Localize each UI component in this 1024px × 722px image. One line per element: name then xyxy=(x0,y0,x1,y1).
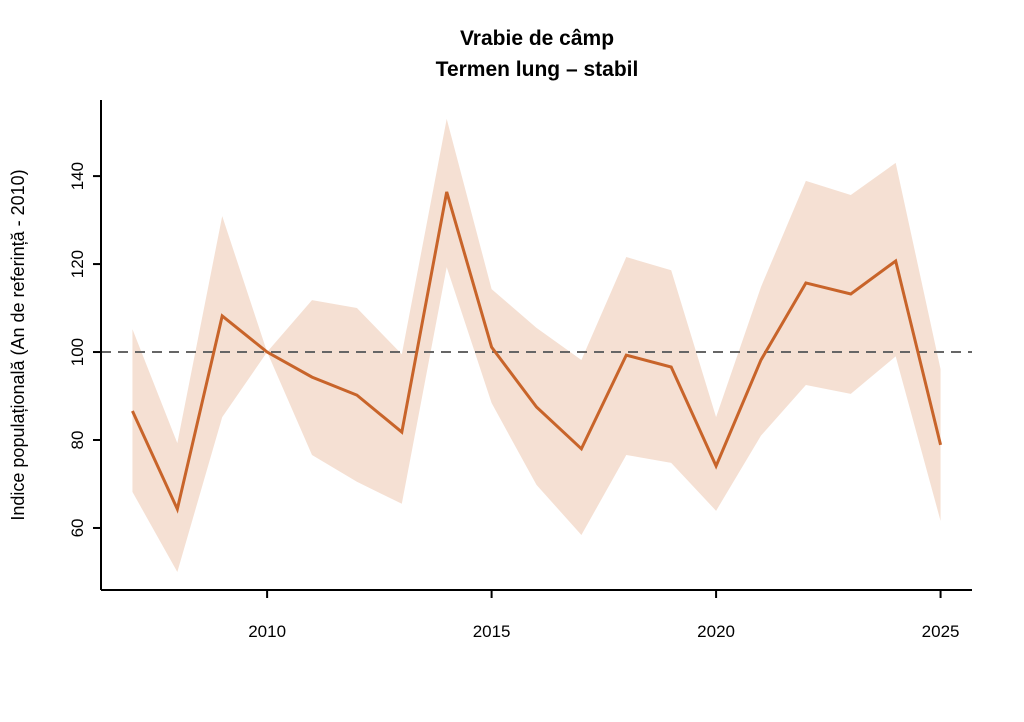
chart-subtitle: Termen lung – stabil xyxy=(436,58,639,81)
y-tick-label: 140 xyxy=(68,162,87,190)
y-tick-label: 100 xyxy=(68,338,87,366)
chart-title: Vrabie de câmp xyxy=(460,27,614,50)
x-tick-label: 2020 xyxy=(697,622,735,641)
y-tick-label: 60 xyxy=(68,519,87,538)
y-tick-label: 80 xyxy=(68,431,87,450)
y-tick-label: 120 xyxy=(68,250,87,278)
confidence-band xyxy=(132,119,940,572)
x-tick-label: 2010 xyxy=(248,622,286,641)
y-axis-label: Indice populațională (An de referință - … xyxy=(8,169,28,520)
x-tick-label: 2015 xyxy=(473,622,511,641)
x-tick-label: 2025 xyxy=(922,622,960,641)
